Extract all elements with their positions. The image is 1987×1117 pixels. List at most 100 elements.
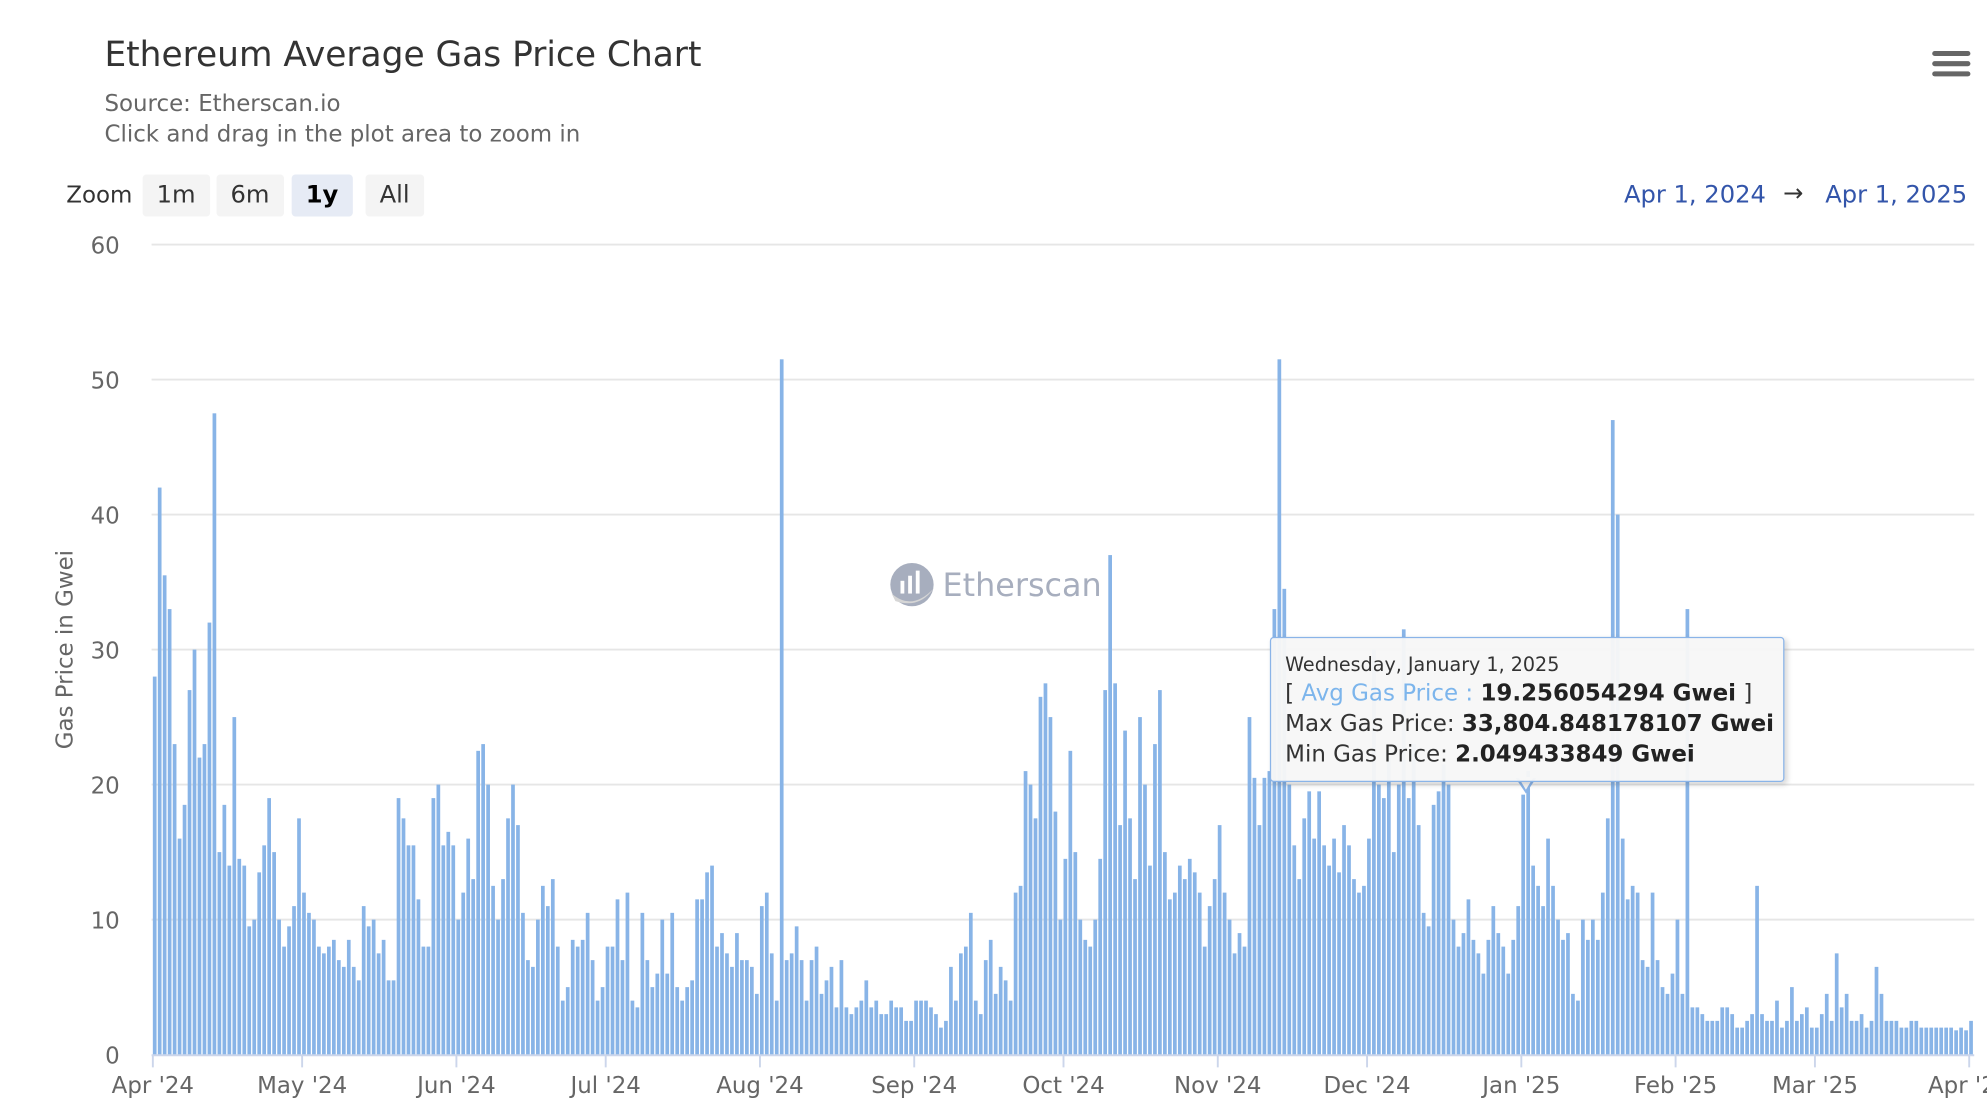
bar — [779, 359, 784, 1055]
zoom-1y-button[interactable]: 1y — [291, 174, 353, 217]
bar — [1571, 993, 1575, 1055]
bar — [511, 784, 515, 1055]
bar — [789, 953, 794, 1055]
bar — [252, 919, 257, 1055]
bar — [794, 926, 799, 1055]
bar — [411, 845, 416, 1055]
bar — [844, 1007, 849, 1055]
bar — [1292, 845, 1297, 1055]
bar — [824, 980, 829, 1055]
bar — [1182, 879, 1187, 1055]
range-from-input[interactable]: Apr 1, 2024 — [1623, 180, 1766, 209]
bar — [1192, 872, 1197, 1055]
bar — [1068, 750, 1073, 1055]
bar — [665, 973, 670, 1055]
zoom-1m-button[interactable]: 1m — [142, 174, 210, 217]
bar — [331, 939, 336, 1055]
bar — [1546, 838, 1550, 1055]
bar — [1600, 892, 1605, 1055]
bar — [1163, 852, 1167, 1055]
bar — [292, 906, 296, 1055]
bar — [526, 960, 530, 1055]
bar — [1168, 899, 1172, 1055]
bar — [1327, 865, 1331, 1055]
bar — [1685, 609, 1690, 1055]
bar — [1859, 1014, 1864, 1055]
bar — [317, 946, 321, 1055]
y-tick-label: 50 — [91, 368, 120, 394]
y-tick-label: 30 — [91, 639, 120, 665]
bar — [1755, 885, 1759, 1055]
bar — [1357, 892, 1361, 1055]
tooltip-min-label: Min Gas Price: — [1285, 741, 1448, 769]
x-tick-label: Jun '24 — [415, 1073, 496, 1099]
bar — [1934, 1027, 1939, 1055]
bar — [645, 960, 650, 1055]
hamburger-menu-icon[interactable] — [1932, 50, 1971, 79]
bar — [1541, 906, 1545, 1055]
zoom-all-button[interactable]: All — [365, 174, 424, 217]
x-tick-label: Jan '25 — [1480, 1073, 1560, 1099]
bar — [650, 987, 655, 1055]
bar — [1461, 933, 1466, 1055]
range-arrow-icon: → — [1783, 179, 1804, 208]
bar — [1874, 966, 1879, 1055]
bar — [620, 960, 625, 1055]
bar — [1690, 1007, 1695, 1055]
bar — [1023, 771, 1028, 1055]
bar — [1819, 1014, 1824, 1055]
bar — [1680, 993, 1685, 1055]
bar — [1063, 858, 1068, 1055]
bar — [809, 960, 814, 1055]
bar — [1307, 791, 1312, 1055]
bar — [152, 676, 157, 1055]
bar — [247, 926, 252, 1055]
chart-title: Ethereum Average Gas Price Chart — [104, 35, 702, 76]
bar — [1745, 1020, 1749, 1055]
bar — [436, 784, 441, 1055]
bar — [1765, 1020, 1769, 1055]
bar — [416, 899, 421, 1055]
bar — [1103, 690, 1108, 1055]
bar — [615, 899, 620, 1055]
bar — [471, 879, 476, 1055]
bar — [1615, 514, 1620, 1055]
bar — [1894, 1020, 1899, 1055]
bar — [1526, 771, 1531, 1055]
bar — [1795, 1020, 1799, 1055]
tooltip-date: Wednesday, January 1, 2025 — [1285, 653, 1560, 677]
bar — [889, 1000, 894, 1055]
bar — [1227, 919, 1232, 1055]
bar — [391, 980, 396, 1055]
bar — [1133, 879, 1137, 1055]
bar — [167, 609, 172, 1055]
bar — [1785, 1020, 1789, 1055]
bar — [1252, 777, 1257, 1055]
x-tick-label: Feb '25 — [1634, 1073, 1717, 1099]
zoom-6m-button[interactable]: 6m — [216, 174, 284, 217]
bar — [1854, 1020, 1859, 1055]
bar — [1332, 838, 1336, 1055]
bar — [929, 1007, 933, 1055]
bar — [192, 649, 197, 1055]
bar — [610, 946, 615, 1055]
bar — [690, 980, 694, 1055]
range-to-input[interactable]: Apr 1, 2025 — [1825, 180, 1968, 209]
bar — [1013, 892, 1018, 1055]
bar — [1053, 811, 1058, 1055]
bar — [1088, 946, 1093, 1055]
x-tick-label: Aug '24 — [716, 1073, 803, 1099]
bar — [396, 798, 401, 1055]
bar — [1347, 845, 1351, 1055]
bar — [371, 919, 376, 1055]
bar — [1700, 1014, 1705, 1055]
bar — [536, 919, 540, 1055]
bar — [182, 804, 187, 1055]
bar — [570, 939, 575, 1055]
bar — [481, 744, 485, 1055]
bar — [575, 946, 580, 1055]
bar — [1093, 919, 1098, 1055]
bar — [1486, 939, 1491, 1055]
bar — [1232, 953, 1237, 1055]
